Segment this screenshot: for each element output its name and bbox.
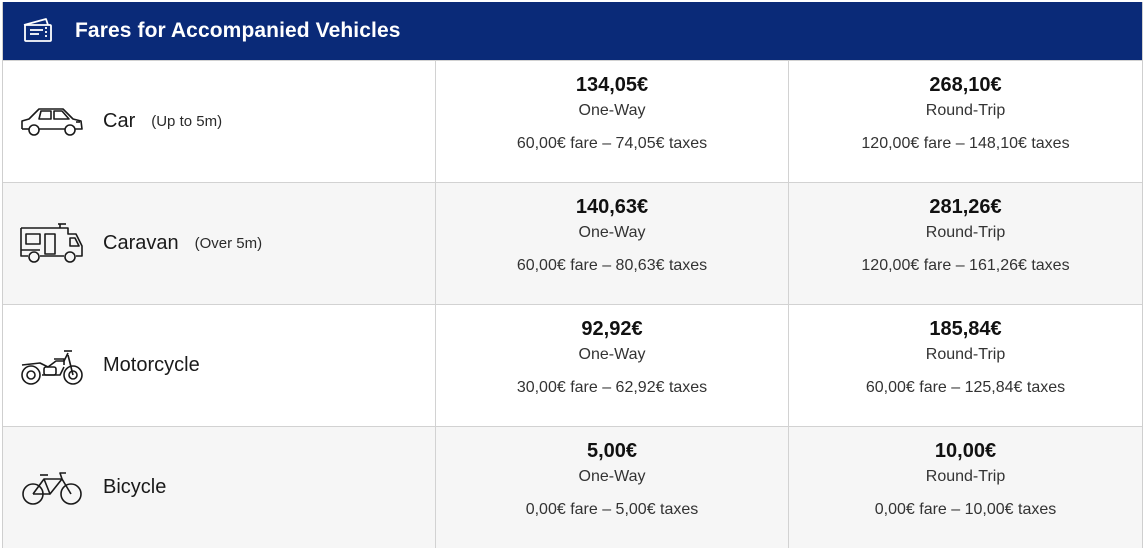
- fare-breakdown: 60,00€ fare – 74,05€ taxes: [516, 135, 708, 152]
- trip-type: One-Way: [578, 468, 646, 485]
- one-way-cell: 134,05€ One-Way 60,00€ fare – 74,05€ tax…: [436, 61, 789, 182]
- motorcycle-icon: [17, 344, 87, 388]
- round-trip-cell: 281,26€ Round-Trip 120,00€ fare – 161,26…: [789, 183, 1142, 304]
- fare-row-car: Car (Up to 5m) 134,05€ One-Way 60,00€ fa…: [3, 60, 1142, 182]
- vehicle-name: Car: [103, 110, 136, 132]
- one-way-cell: 5,00€ One-Way 0,00€ fare – 5,00€ taxes: [436, 427, 789, 548]
- round-trip-cell: 268,10€ Round-Trip 120,00€ fare – 148,10…: [789, 61, 1142, 182]
- one-way-cell: 140,63€ One-Way 60,00€ fare – 80,63€ tax…: [436, 183, 789, 304]
- price: 185,84€: [929, 318, 1002, 340]
- vehicle-cell: Car (Up to 5m): [3, 61, 436, 182]
- car-icon: [17, 100, 87, 144]
- fare-row-motorcycle: Motorcycle 92,92€ One-Way 30,00€ fare – …: [3, 304, 1142, 426]
- price: 134,05€: [575, 74, 649, 96]
- fare-breakdown: 0,00€ fare – 5,00€ taxes: [525, 501, 699, 518]
- trip-type: Round-Trip: [925, 224, 1006, 241]
- trip-type: Round-Trip: [925, 468, 1006, 485]
- caravan-icon: [17, 222, 87, 266]
- fare-breakdown: 30,00€ fare – 62,92€ taxes: [516, 379, 708, 396]
- round-trip-cell: 185,84€ Round-Trip 60,00€ fare – 125,84€…: [789, 305, 1142, 426]
- trip-type: One-Way: [578, 346, 646, 363]
- vehicle-name: Motorcycle: [103, 354, 200, 376]
- price: 5,00€: [586, 440, 638, 462]
- vehicle-cell: Bicycle: [3, 427, 436, 548]
- vehicle-note: (Over 5m): [194, 235, 263, 252]
- trip-type: Round-Trip: [925, 102, 1006, 119]
- fare-breakdown: 60,00€ fare – 80,63€ taxes: [516, 257, 708, 274]
- vehicle-name: Caravan: [103, 232, 179, 254]
- trip-type: Round-Trip: [925, 346, 1006, 363]
- bicycle-icon: [17, 466, 87, 510]
- fare-breakdown: 120,00€ fare – 148,10€ taxes: [861, 135, 1070, 152]
- tickets-icon: [21, 16, 55, 46]
- price: 140,63€: [575, 196, 649, 218]
- table-header: Fares for Accompanied Vehicles: [3, 2, 1142, 60]
- vehicle-name: Bicycle: [103, 476, 167, 498]
- price: 281,26€: [929, 196, 1002, 218]
- price: 92,92€: [581, 318, 643, 340]
- fare-breakdown: 120,00€ fare – 161,26€ taxes: [861, 257, 1070, 274]
- vehicle-note: (Up to 5m): [151, 113, 223, 130]
- trip-type: One-Way: [578, 102, 646, 119]
- round-trip-cell: 10,00€ Round-Trip 0,00€ fare – 10,00€ ta…: [789, 427, 1142, 548]
- fare-breakdown: 60,00€ fare – 125,84€ taxes: [865, 379, 1066, 396]
- fare-row-caravan: Caravan (Over 5m) 140,63€ One-Way 60,00€…: [3, 182, 1142, 304]
- vehicle-cell: Motorcycle: [3, 305, 436, 426]
- price: 268,10€: [929, 74, 1002, 96]
- fare-row-bicycle: Bicycle 5,00€ One-Way 0,00€ fare – 5,00€…: [3, 426, 1142, 548]
- price: 10,00€: [934, 440, 997, 462]
- one-way-cell: 92,92€ One-Way 30,00€ fare – 62,92€ taxe…: [436, 305, 789, 426]
- fare-breakdown: 0,00€ fare – 10,00€ taxes: [874, 501, 1057, 518]
- table-title: Fares for Accompanied Vehicles: [75, 19, 401, 42]
- vehicle-cell: Caravan (Over 5m): [3, 183, 436, 304]
- trip-type: One-Way: [578, 224, 646, 241]
